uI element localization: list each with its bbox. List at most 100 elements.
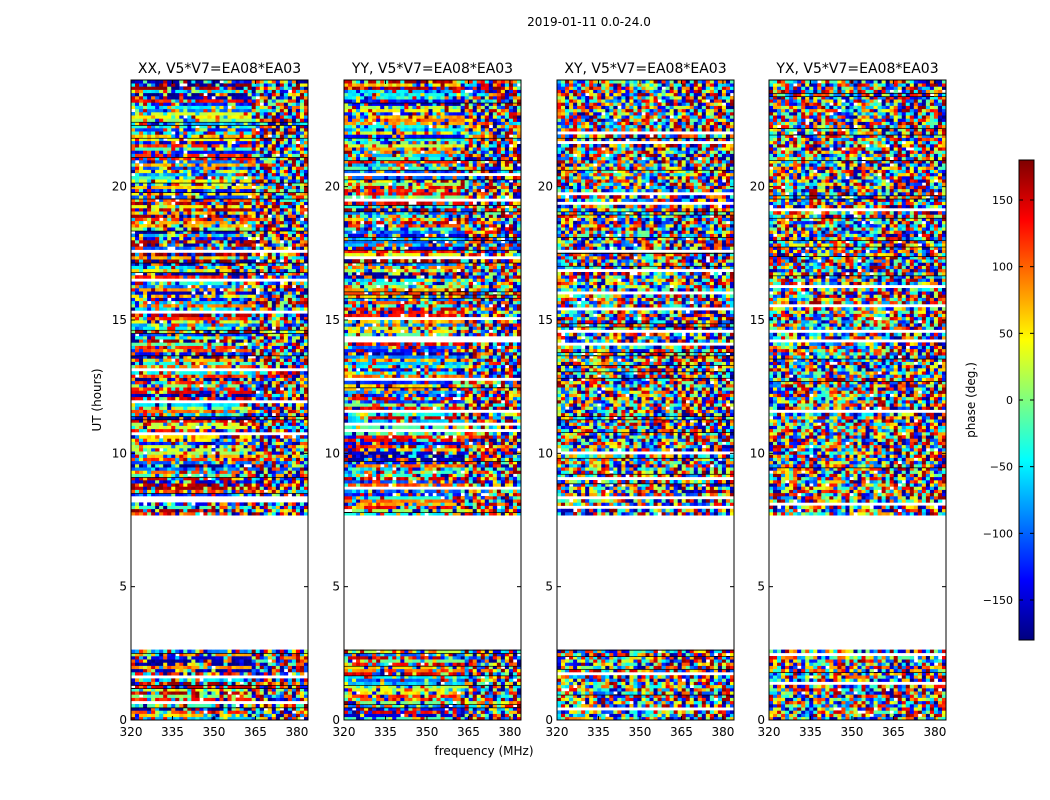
heatmap-cell	[191, 506, 195, 510]
heatmap-cell	[280, 458, 284, 462]
heatmap-cell	[288, 483, 292, 487]
heatmap-cell	[131, 682, 135, 686]
heatmap-cell	[256, 656, 260, 660]
heatmap-cell	[203, 656, 207, 660]
heatmap-cell	[300, 474, 304, 478]
heatmap-cell	[296, 448, 300, 452]
heatmap-cell	[300, 470, 304, 474]
heatmap-cell	[151, 486, 155, 490]
heatmap-cell	[139, 461, 143, 465]
heatmap-cell	[199, 490, 203, 494]
heatmap-cell	[183, 672, 187, 676]
heatmap-cell	[151, 714, 155, 718]
heatmap-cell	[232, 509, 236, 513]
heatmap-cell	[228, 486, 232, 490]
heatmap-cell	[284, 509, 288, 513]
heatmap-cell	[276, 666, 280, 670]
heatmap-cell	[264, 669, 268, 673]
heatmap-cell	[284, 435, 288, 439]
heatmap-cell	[195, 490, 199, 494]
heatmap-cell	[175, 470, 179, 474]
heatmap-cell	[276, 698, 280, 702]
heatmap-cell	[244, 442, 248, 446]
heatmap-cell	[244, 694, 248, 698]
heatmap-cell	[264, 650, 268, 654]
heatmap-cell	[139, 669, 143, 673]
heatmap-cell	[296, 490, 300, 494]
heatmap-cell	[232, 464, 236, 468]
heatmap-cell	[256, 682, 260, 686]
heatmap-cell	[187, 429, 191, 433]
heatmap-cell	[167, 650, 171, 654]
heatmap-cell	[139, 445, 143, 449]
heatmap-cell	[220, 486, 224, 490]
heatmap-cell	[147, 650, 151, 654]
heatmap-cell	[276, 486, 280, 490]
heatmap-cell	[207, 426, 211, 430]
heatmap-cell	[187, 454, 191, 458]
heatmap-cell	[175, 506, 179, 510]
heatmap-cell	[224, 662, 228, 666]
heatmap-cell	[131, 435, 135, 439]
heatmap-cell	[292, 442, 296, 446]
heatmap-cell	[167, 486, 171, 490]
heatmap-cell	[224, 669, 228, 673]
heatmap-cell	[179, 451, 183, 455]
heatmap-cell	[167, 470, 171, 474]
heatmap-cell	[280, 672, 284, 676]
heatmap-cell	[288, 435, 292, 439]
heatmap-cell	[280, 506, 284, 510]
heatmap-cell	[244, 445, 248, 449]
heatmap-cell	[183, 512, 187, 516]
heatmap-cell	[175, 454, 179, 458]
heatmap-cell	[143, 454, 147, 458]
heatmap-cell	[260, 666, 264, 670]
heatmap-cell	[151, 698, 155, 702]
heatmap-cell	[159, 438, 163, 442]
heatmap-cell	[155, 506, 159, 510]
heatmap-cell	[147, 502, 151, 506]
heatmap-cell	[203, 429, 207, 433]
heatmap-cell	[268, 438, 272, 442]
heatmap-cell	[276, 694, 280, 698]
heatmap-cell	[175, 442, 179, 446]
heatmap-cell	[183, 666, 187, 670]
heatmap-cell	[215, 662, 219, 666]
heatmap-cell	[167, 480, 171, 484]
heatmap-cell	[171, 662, 175, 666]
heatmap-cell	[300, 429, 304, 433]
heatmap-cell	[155, 682, 159, 686]
heatmap-cell	[224, 710, 228, 714]
heatmap-cell	[260, 454, 264, 458]
heatmap-cell	[171, 714, 175, 718]
heatmap-cell	[248, 422, 252, 426]
heatmap-cell	[232, 662, 236, 666]
heatmap-cell	[151, 502, 155, 506]
heatmap-cell	[288, 480, 292, 484]
heatmap-cell	[135, 506, 139, 510]
heatmap-cell	[147, 467, 151, 471]
heatmap-cell	[276, 422, 280, 426]
heatmap-cell	[224, 426, 228, 430]
heatmap-cell	[175, 445, 179, 449]
heatmap-cell	[252, 659, 256, 663]
heatmap-cell	[191, 480, 195, 484]
heatmap-cell	[288, 445, 292, 449]
heatmap-cell	[159, 704, 163, 708]
heatmap-cell	[220, 490, 224, 494]
heatmap-cell	[264, 704, 268, 708]
heatmap-cell	[252, 662, 256, 666]
heatmap-cell	[288, 486, 292, 490]
heatmap-cell	[296, 710, 300, 714]
heatmap-cell	[211, 474, 215, 478]
heatmap-cell	[244, 435, 248, 439]
heatmap-cell	[139, 426, 143, 430]
heatmap-cell	[187, 448, 191, 452]
heatmap-cell	[171, 467, 175, 471]
heatmap-cell	[211, 454, 215, 458]
heatmap-cell	[151, 470, 155, 474]
heatmap-cell	[139, 509, 143, 513]
heatmap-cell	[260, 483, 264, 487]
heatmap-cell	[300, 486, 304, 490]
heatmap-cell	[183, 691, 187, 695]
